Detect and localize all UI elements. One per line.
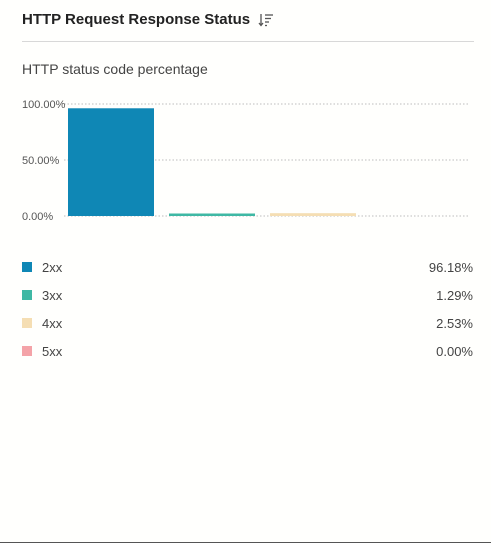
- legend-item-5xx[interactable]: 5xx 0.00%: [22, 337, 473, 365]
- panel-title: HTTP Request Response Status: [22, 11, 251, 28]
- panel-header: HTTP Request Response Status: [22, 11, 474, 42]
- legend-label: 3xx: [42, 287, 63, 303]
- bar-chart: 100.00% 50.00% 0.00%: [0, 90, 491, 230]
- legend-swatch: [22, 318, 32, 328]
- legend-item-2xx[interactable]: 2xx 96.18%: [22, 253, 473, 281]
- legend-value: 2.53%: [436, 315, 473, 331]
- y-tick-label: 100.00%: [22, 99, 66, 111]
- y-tick-label: 0.00%: [22, 211, 53, 223]
- bar-3xx[interactable]: [169, 213, 255, 217]
- legend-swatch: [22, 290, 32, 300]
- legend-swatch: [22, 346, 32, 356]
- legend-label: 5xx: [42, 343, 63, 359]
- legend-item-3xx[interactable]: 3xx 1.29%: [22, 281, 473, 309]
- bar-2xx[interactable]: [68, 108, 154, 216]
- legend-value: 1.29%: [436, 287, 473, 303]
- legend-swatch: [22, 262, 32, 272]
- legend-value: 0.00%: [436, 343, 473, 359]
- y-tick-label: 50.00%: [22, 155, 60, 167]
- legend-value: 96.18%: [428, 259, 473, 275]
- chart-legend: 2xx 96.18% 3xx 1.29% 4xx 2.53% 5xx 0.00%: [22, 253, 473, 365]
- sort-icon[interactable]: [258, 12, 274, 28]
- bar-4xx[interactable]: [270, 213, 356, 216]
- legend-label: 2xx: [42, 259, 63, 275]
- chart-title: HTTP status code percentage: [22, 61, 208, 77]
- legend-label: 4xx: [42, 315, 63, 331]
- legend-item-4xx[interactable]: 4xx 2.53%: [22, 309, 473, 337]
- chart-svg: 100.00% 50.00% 0.00%: [22, 99, 470, 223]
